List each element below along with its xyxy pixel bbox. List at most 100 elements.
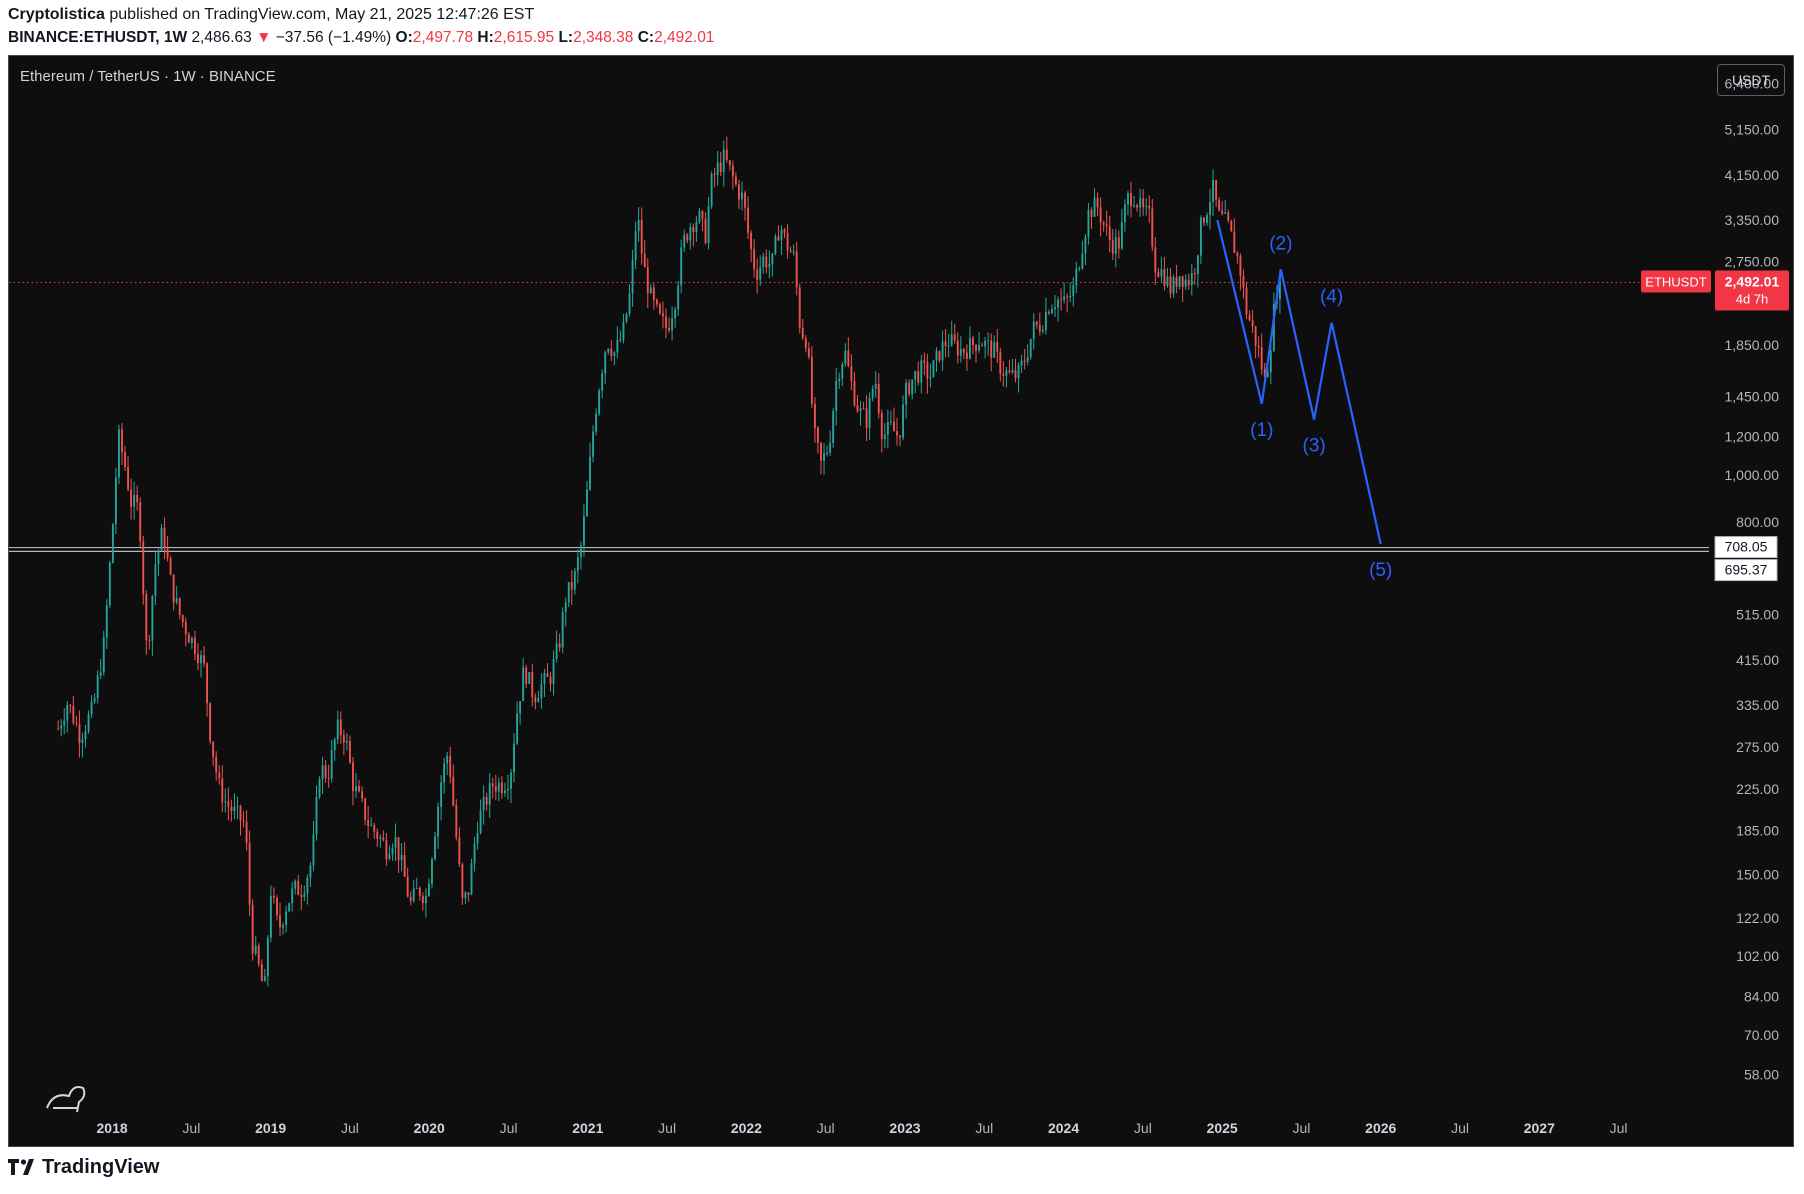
candle-body [434,836,436,860]
candle-body [230,806,233,811]
candle-body [248,843,251,905]
candle-body [671,318,674,331]
candle-body [160,527,163,551]
candle-body [1035,321,1038,325]
candle-body [865,408,868,428]
candle-body [817,427,819,443]
y-tick-label: 515.00 [1736,607,1779,623]
open-label: O: [395,29,413,46]
candle-body [455,805,458,838]
candle-body [203,655,205,664]
candle-body [391,847,394,855]
high-value: 2,615.95 [493,29,555,46]
close-label: C: [637,29,655,46]
candle-body [449,755,452,777]
candle-body [616,340,619,353]
candle-body [443,763,446,783]
price-chart[interactable]: (1) (2) (3) (4) (5) 6,400.00 5,150.00 4,150.00… [9,56,1794,1147]
candle-body [549,676,552,684]
candle-body [686,234,689,241]
candle-body [1193,272,1196,275]
candle-body [72,705,75,723]
support-level-tag [1714,559,1778,582]
candle-body [93,698,96,702]
candle-body [859,408,862,412]
candle-body [1123,204,1126,222]
candle-body [1272,304,1275,351]
candle-body [379,837,382,839]
candle-body [668,327,670,331]
x-tick-label: Jul [817,1120,835,1136]
candle-body [111,524,114,563]
candle-body [935,350,938,361]
candle-body [491,783,494,787]
candle-body [987,340,990,342]
brand-name: TradingView [42,1156,160,1178]
candle-body [190,637,193,643]
candle-body [975,344,977,351]
candle-body [1163,269,1166,286]
x-tick-label: Jul [975,1120,993,1136]
candle-body [579,545,582,558]
candle-body [394,837,397,848]
candle-body [649,287,652,294]
candle-body [364,798,367,820]
candle-body [276,897,278,916]
x-tick-label: 2027 [1524,1120,1555,1136]
candle-body [1212,179,1215,203]
currency-button[interactable]: USDT [1717,64,1785,96]
candle-body [452,776,455,806]
candle-body [738,184,740,200]
candle-body [333,739,336,751]
chart-panel[interactable]: (1) (2) (3) (4) (5) 6,400.00 5,150.00 4,150.00… [8,55,1794,1147]
candle-body [722,149,725,172]
open-value: 2,497.78 [412,29,474,46]
candle-body [1190,272,1193,286]
candle-body [959,349,962,356]
candle-body [941,341,944,361]
candle-body [1199,217,1202,256]
candle-body [877,383,880,414]
candle-body [124,452,126,468]
candle-body [698,211,701,222]
candle-body [567,581,570,603]
tradingview-logo[interactable]: TradingView [8,1156,159,1179]
candle-body [339,719,342,736]
candle-body [142,541,145,595]
candle-body [850,366,853,381]
candle-body [1233,231,1236,254]
candle-body [999,351,1002,374]
candle-body [874,383,877,389]
candle-body [291,888,294,904]
candle-body [920,360,923,383]
x-tick-label: 2018 [97,1120,128,1136]
y-tick-label: 6,400.00 [1725,76,1780,92]
candle-body [215,756,218,773]
candle-body [628,293,631,314]
candle-body [1011,370,1014,373]
candle-body [1209,202,1211,216]
author-name[interactable]: Cryptolistica [8,6,105,23]
candle-body [835,380,838,411]
candle-body [105,605,108,638]
y-tick-label: 5,150.00 [1725,122,1780,138]
candle-body [273,896,275,898]
x-tick-label: 2020 [414,1120,445,1136]
candle-body [1221,210,1224,214]
y-tick-label: 84.00 [1744,989,1779,1005]
candle-body [1108,226,1111,241]
candle-body [1178,276,1181,287]
candle-body [121,429,123,453]
candle-body [771,253,774,264]
candle-body [342,735,345,743]
candle-body [853,380,856,406]
candle-body [1184,279,1187,287]
candle-body [355,786,357,792]
candle-body [546,673,549,677]
candle-body [1099,207,1102,223]
candle-body [503,790,506,794]
candle-body [762,256,765,268]
candle-body [285,911,288,925]
candle-body [1148,205,1151,209]
candle-body [525,667,528,684]
